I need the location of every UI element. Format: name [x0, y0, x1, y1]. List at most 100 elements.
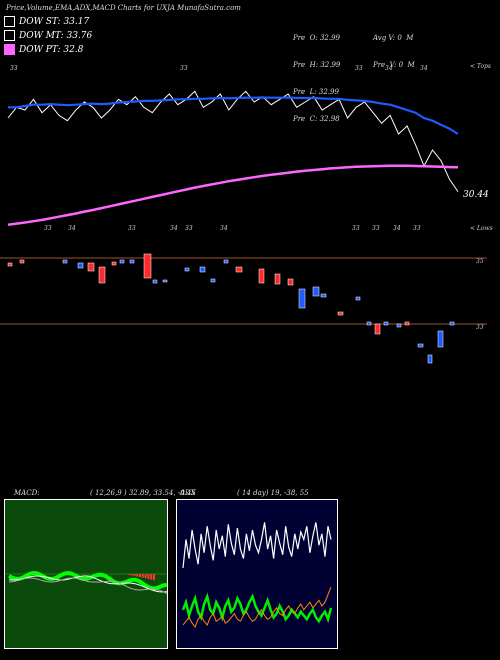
adx-values: ( 14 day) 19, -38, 55	[237, 489, 309, 497]
macd-histogram-bar	[147, 574, 150, 579]
pre-close: Pre C: 32.98	[293, 115, 340, 123]
volume-candle	[152, 279, 158, 284]
volume-candle	[235, 266, 243, 273]
volume-candle	[374, 323, 381, 335]
volume-candle	[396, 323, 402, 328]
volume-candle	[98, 266, 106, 284]
legend-swatch-pt	[4, 44, 15, 55]
volume-candle	[298, 288, 306, 309]
top-tick-label: 33	[10, 65, 18, 72]
series-line-dow-mt	[8, 96, 459, 135]
volume-candle	[404, 321, 410, 326]
volume-candle	[320, 293, 327, 298]
volume-candle	[383, 321, 389, 326]
legend-dow-pt: DOW PT: 32.8	[4, 44, 83, 55]
macd-histogram-bar	[133, 574, 136, 576]
volume-candle	[427, 354, 433, 364]
legend-label-pt: DOW PT: 32.8	[19, 44, 84, 55]
legend-dow-st: DOW ST: 33.17	[4, 16, 89, 27]
bottom-tick-label: 33	[372, 225, 380, 232]
legend-dow-mt: DOW MT: 33.76	[4, 30, 92, 41]
volume-candle	[119, 259, 125, 264]
tops-label: < Tops	[470, 63, 491, 70]
top-tick-label: 33	[355, 65, 363, 72]
volume-candle	[312, 286, 320, 297]
volume-candle	[77, 262, 84, 269]
last-price-label: 30.44	[463, 190, 489, 200]
lows-label: < Lows	[470, 225, 493, 232]
macd-band-line	[8, 570, 167, 591]
volume-candle	[437, 330, 444, 348]
bottom-tick-label: 34	[68, 225, 76, 232]
bottom-tick-label: 33	[128, 225, 136, 232]
macd-histogram-bar	[139, 574, 141, 578]
macd-chart	[4, 499, 168, 649]
macd-label: MACD:	[14, 489, 40, 497]
volume-candle	[355, 296, 361, 301]
pre-low: Pre L: 32.99	[293, 88, 339, 96]
legend-swatch-mt	[4, 30, 15, 41]
tick-labels: 33 33 33 34 34 33 34 33 34 33 34 33 33 34 33	[10, 65, 428, 232]
volume-label-bottom: 33	[476, 324, 484, 331]
volume-candle	[337, 311, 344, 316]
macd-histogram-bar	[141, 574, 144, 578]
volume-candle	[143, 253, 152, 279]
volume-candle	[162, 279, 168, 283]
price-lines	[7, 90, 459, 226]
series-line-dow-st	[7, 90, 459, 192]
pre-high: Pre H: 32.99	[293, 61, 341, 69]
adx-label: ADX	[180, 489, 196, 497]
macd-values: ( 12,26,9 ) 32.89, 33.54, -0.45	[90, 489, 196, 497]
volume-candle	[19, 259, 25, 264]
minus-di-line	[182, 586, 332, 628]
plus-di-line	[181, 592, 333, 624]
macd-histogram-bar	[150, 574, 153, 580]
volume-candle	[449, 321, 455, 326]
chart-title: Price,Volume,EMA,ADX,MACD Charts for UXJ…	[6, 4, 241, 12]
volume-candle	[199, 266, 206, 273]
adx-chart	[176, 499, 338, 649]
avg-volume: Avg V: 0 M	[373, 34, 414, 42]
bottom-tick-label: 33	[413, 225, 421, 232]
legend-swatch-st	[4, 16, 15, 27]
volume-candle	[7, 262, 13, 267]
pre-open: Pre O: 32.99	[293, 34, 341, 42]
legend-label-mt: DOW MT: 33.76	[19, 30, 93, 41]
pre-volume: Pre V: 0 M	[373, 61, 415, 69]
volume-candle	[287, 278, 294, 286]
volume-candle	[274, 273, 281, 285]
price-chart: < Tops < Lows 30.44 35 33 33 33 33 34 34 33 34…	[0, 63, 493, 364]
legend-label-st: DOW ST: 33.17	[19, 16, 90, 27]
macd-histogram-bar	[144, 574, 147, 579]
bottom-tick-label: 33	[352, 225, 360, 232]
macd-line	[8, 575, 167, 593]
volume-candle	[111, 261, 117, 266]
bottom-tick-label: 33	[44, 225, 52, 232]
volume-candle	[223, 259, 229, 264]
ohlc-col2: Avg V: 0 M Pre V: 0 M	[373, 16, 415, 79]
bottom-tick-label: 33	[185, 225, 193, 232]
volume-candle	[184, 267, 190, 272]
top-tick-label: 34	[420, 65, 428, 72]
macd-histogram-bar	[130, 574, 133, 576]
macd-histogram-bar	[153, 574, 155, 581]
volume-candle	[129, 259, 135, 264]
bottom-tick-label: 34	[220, 225, 228, 232]
adx-line	[182, 522, 332, 569]
volume-label-top: 35	[476, 258, 484, 265]
volume-candle	[210, 278, 216, 283]
bottom-tick-label: 34	[170, 225, 178, 232]
macd-histogram-bar	[127, 574, 130, 575]
volume-candle	[258, 268, 265, 284]
ohlc-col1: Pre O: 32.99 Pre H: 32.99 Pre L: 32.99 P…	[293, 16, 340, 133]
series-line-dow-pt	[7, 164, 459, 226]
candles	[7, 253, 455, 364]
macd-histogram-bar	[136, 574, 139, 577]
volume-candle	[62, 259, 68, 264]
top-tick-label: 33	[180, 65, 188, 72]
top-tick-label: 34	[385, 65, 393, 72]
macd-signal-line	[8, 577, 167, 595]
bottom-tick-label: 34	[393, 225, 401, 232]
volume-candle	[87, 262, 95, 272]
volume-candle	[417, 343, 424, 348]
